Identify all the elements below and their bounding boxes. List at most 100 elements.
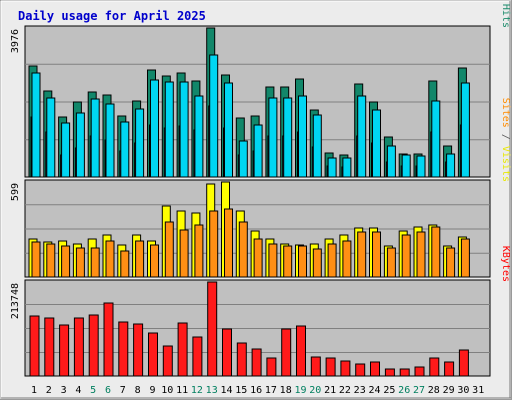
bar-kbytes-day-5 [88, 314, 99, 377]
day-label: 21 [324, 385, 336, 396]
bar-sites-day-30 [460, 238, 470, 278]
bar-pages-day-6 [105, 103, 115, 178]
bar-pages-day-5 [90, 98, 100, 178]
bar-pages-day-30 [460, 82, 470, 178]
bar-kbytes-day-29 [444, 361, 455, 377]
bar-pages-day-21 [327, 157, 337, 178]
y-axis-label: KBytes [500, 246, 511, 282]
bar-kbytes-day-10 [162, 345, 173, 377]
bar-pages-day-27 [416, 155, 426, 178]
y-max-label: 3976 [10, 29, 21, 53]
bar-pages-day-15 [238, 140, 248, 178]
bar-sites-day-17 [268, 243, 278, 278]
y-max-label: 599 [10, 183, 21, 201]
bar-sites-day-23 [357, 231, 367, 278]
bar-kbytes-day-22 [340, 360, 351, 377]
bar-sites-day-12 [194, 224, 204, 278]
day-label: 8 [135, 385, 141, 396]
bar-kbytes-day-13 [207, 281, 218, 377]
bar-sites-day-7 [120, 250, 130, 278]
series-sites [31, 208, 470, 278]
bar-kbytes-day-7 [118, 321, 129, 377]
y-axis-label-part: KBytes [500, 246, 511, 282]
day-label: 31 [472, 385, 484, 396]
y-axis-label: Sites / Visits [500, 98, 511, 182]
bar-kbytes-day-20 [310, 356, 321, 377]
bar-pages-day-3 [61, 122, 71, 178]
bar-pages-day-2 [46, 97, 56, 178]
bar-sites-day-10 [164, 221, 174, 278]
bar-pages-day-23 [357, 95, 367, 178]
day-label: 24 [368, 385, 380, 396]
day-label: 11 [176, 385, 188, 396]
series-kbytes [29, 281, 469, 377]
bar-pages-day-14 [224, 82, 233, 178]
bar-kbytes-day-17 [266, 357, 277, 377]
x-axis-day-labels: 1 2 3 4 5 6 7 8 9 10 11 12 13 14 15 16 17 18 19 20 21 22 23 24 2… [31, 385, 484, 396]
bar-kbytes-day-2 [44, 317, 55, 377]
bar-sites-day-24 [372, 231, 381, 278]
bar-kbytes-day-24 [370, 361, 380, 377]
y-max-label: 213748 [10, 283, 21, 319]
bar-sites-day-19 [298, 245, 307, 278]
day-label: 15 [235, 385, 247, 396]
chart-panels: 3976 Pages / Files / Hits 599 Sites / Visit… [10, 0, 511, 377]
bar-pages-day-8 [135, 108, 145, 178]
day-label: 28 [428, 385, 440, 396]
bar-pages-day-9 [150, 79, 159, 178]
day-label: 18 [280, 385, 292, 396]
y-axis-label-part: Hits [500, 4, 511, 28]
bar-pages-day-4 [75, 112, 85, 178]
chart-title: Daily usage for April 2025 [18, 9, 206, 23]
bar-sites-day-2 [46, 243, 56, 278]
bar-sites-day-5 [90, 247, 100, 278]
day-label: 2 [46, 385, 52, 396]
y-axis-label: Pages / Files / Hits [500, 0, 511, 28]
bar-sites-day-25 [386, 247, 396, 278]
day-label: 19 [294, 385, 306, 396]
bar-kbytes-day-14 [222, 328, 232, 377]
bar-sites-day-20 [312, 248, 322, 278]
day-label: 30 [457, 385, 469, 396]
bar-sites-day-4 [75, 247, 85, 278]
panel-2: 599 Sites / Visits [10, 98, 511, 278]
bar-sites-day-26 [401, 234, 411, 278]
bar-pages-day-19 [298, 95, 307, 178]
bar-pages-day-24 [372, 109, 381, 178]
day-label: 25 [383, 385, 395, 396]
y-axis-label-part: Visits [500, 146, 511, 182]
bar-pages-day-12 [194, 95, 204, 178]
bar-sites-day-8 [135, 240, 145, 278]
day-label: 6 [105, 385, 111, 396]
bar-sites-day-11 [179, 229, 189, 278]
bar-sites-day-16 [253, 238, 263, 278]
bar-kbytes-day-12 [192, 336, 203, 377]
bar-pages-day-17 [268, 97, 278, 178]
bar-sites-day-9 [150, 244, 159, 278]
day-label: 4 [75, 385, 81, 396]
bar-kbytes-day-15 [236, 342, 247, 377]
day-label: 17 [265, 385, 277, 396]
bar-pages-day-7 [120, 121, 130, 178]
bar-kbytes-day-28 [429, 357, 440, 377]
panel-1: 3976 Pages / Files / Hits [10, 0, 511, 178]
bar-kbytes-day-27 [414, 366, 425, 377]
day-label: 29 [443, 385, 455, 396]
day-label: 27 [413, 385, 425, 396]
day-label: 26 [398, 385, 410, 396]
bar-kbytes-day-19 [296, 325, 306, 377]
bar-pages-day-11 [179, 81, 189, 178]
day-label: 22 [339, 385, 351, 396]
day-label: 5 [90, 385, 96, 396]
bar-sites-day-22 [342, 240, 352, 278]
bar-kbytes-day-30 [458, 349, 469, 377]
bar-sites-day-14 [224, 208, 233, 278]
bar-sites-day-28 [431, 226, 441, 278]
bar-kbytes-day-9 [148, 332, 158, 377]
bar-kbytes-day-4 [73, 317, 84, 377]
series-pages [31, 54, 470, 178]
bar-pages-day-29 [446, 153, 456, 178]
day-label: 3 [61, 385, 67, 396]
bar-pages-day-13 [209, 54, 219, 178]
